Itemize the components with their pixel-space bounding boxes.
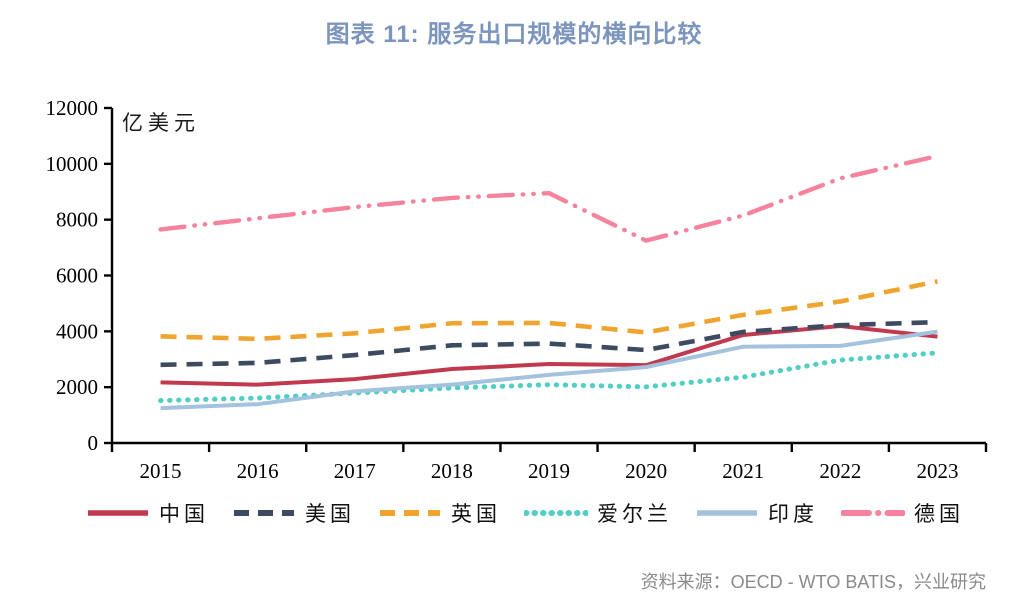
series-line-印度 [160,329,938,411]
y-tick-label: 2000 [56,375,98,399]
series-line-爱尔兰 [158,350,940,404]
series-line-德国 [158,153,940,243]
x-tick-label: 2022 [819,459,861,483]
legend-line-swatch [380,510,440,516]
x-tick-label: 2023 [916,459,958,483]
x-tick-label: 2016 [237,459,279,483]
legend-line-swatch [234,510,294,516]
y-tick-label: 6000 [56,264,98,288]
legend-item-美国: 美国 [232,498,355,528]
legend-label: 美国 [305,502,355,526]
source-text: 资料来源：OECD - WTO BATIS，兴业研究 [640,572,986,592]
y-tick-label: 4000 [56,319,98,343]
legend-item-德国: 德国 [841,498,964,528]
x-tick-label: 2017 [334,459,376,483]
legend-line-swatch [697,510,757,516]
legend-label: 中国 [159,502,209,526]
legend-line-swatch [88,510,148,516]
x-tick-label: 2019 [528,459,570,483]
x-tick-label: 2020 [625,459,667,483]
y-axis-unit-label: 亿美元 [122,111,200,135]
legend-item-爱尔兰: 爱尔兰 [524,498,672,528]
legend-line-swatch [841,510,905,516]
legend-item-中国: 中国 [86,498,209,528]
y-tick-label: 0 [88,431,99,455]
legend-label: 英国 [451,502,501,526]
series-line-英国 [160,279,938,342]
legend-item-英国: 英国 [378,498,501,528]
chart-title: 图表 11: 服务出口规模的横向比较 [325,21,703,48]
legend-label: 爱尔兰 [597,502,672,526]
legend-item-印度: 印度 [695,498,818,528]
x-tick-label: 2021 [722,459,764,483]
x-tick-label: 2015 [140,459,182,483]
y-tick-label: 10000 [46,152,99,176]
x-tick-label: 2018 [431,459,473,483]
y-tick-label: 12000 [46,96,99,120]
legend-label: 德国 [914,502,964,526]
y-tick-label: 8000 [56,208,98,232]
legend-line-swatch [524,510,588,516]
legend-label: 印度 [768,502,818,526]
chart-legend: 中国 美国 英国 爱尔兰 印度 德国 [86,498,964,528]
series-line-美国 [160,319,938,368]
